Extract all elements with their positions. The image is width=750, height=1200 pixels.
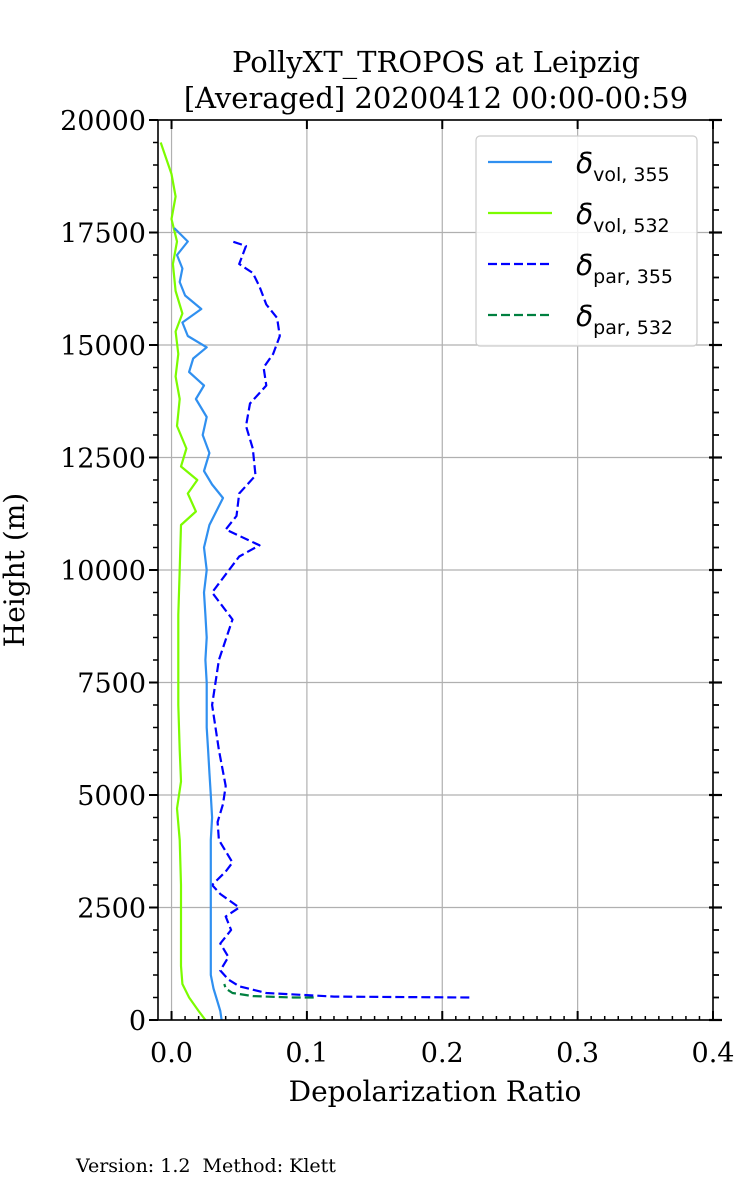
x-tick-label: 0.2 — [421, 1038, 464, 1069]
y-tick-label: 12500 — [60, 444, 146, 475]
x-tick-label: 0.0 — [150, 1038, 193, 1069]
axis-ticks: 0.0 0.1 0.2 0.3 0.4 0 2500 5000 7500 10000 12500 15… — [60, 106, 734, 1069]
y-tick-label: 20000 — [60, 106, 146, 137]
y-tick-label: 7500 — [77, 669, 146, 700]
chart-title-line2: [Averaged] 20200412 00:00-00:59 — [184, 81, 688, 115]
series-line-1 — [159, 142, 207, 1021]
y-tick-label: 15000 — [60, 331, 146, 362]
x-tick-label: 0.4 — [692, 1038, 735, 1069]
x-tick-label: 0.3 — [556, 1038, 599, 1069]
legend-label-1: δvol, 532 — [576, 198, 670, 237]
series-lines — [159, 142, 470, 1021]
y-tick-label: 10000 — [60, 556, 146, 587]
y-tick-label: 17500 — [60, 219, 146, 250]
y-axis-label: Height (m) — [0, 493, 31, 647]
series-line-3 — [223, 983, 314, 999]
chart-title-line1: PollyXT_TROPOS at Leipzig — [232, 45, 640, 80]
legend-label-2: δpar, 355 — [576, 249, 673, 288]
footer-version-method: Version: 1.2 Method: Klett — [76, 1155, 336, 1177]
y-tick-label: 0 — [129, 1006, 146, 1037]
series-line-2 — [211, 240, 470, 999]
legend-box — [475, 135, 698, 347]
legend: δvol, 355 δvol, 532 δpar, 355 δpar, 532 — [475, 135, 698, 347]
legend-label-0: δvol, 355 — [576, 147, 670, 186]
legend-label-3: δpar, 532 — [576, 300, 673, 339]
plot-frame — [157, 119, 714, 1021]
x-axis-label: Depolarization Ratio — [289, 1075, 582, 1108]
series-line-0 — [173, 227, 225, 1021]
y-tick-label: 2500 — [77, 894, 146, 925]
x-tick-label: 0.1 — [285, 1038, 328, 1069]
y-tick-label: 5000 — [77, 781, 146, 812]
